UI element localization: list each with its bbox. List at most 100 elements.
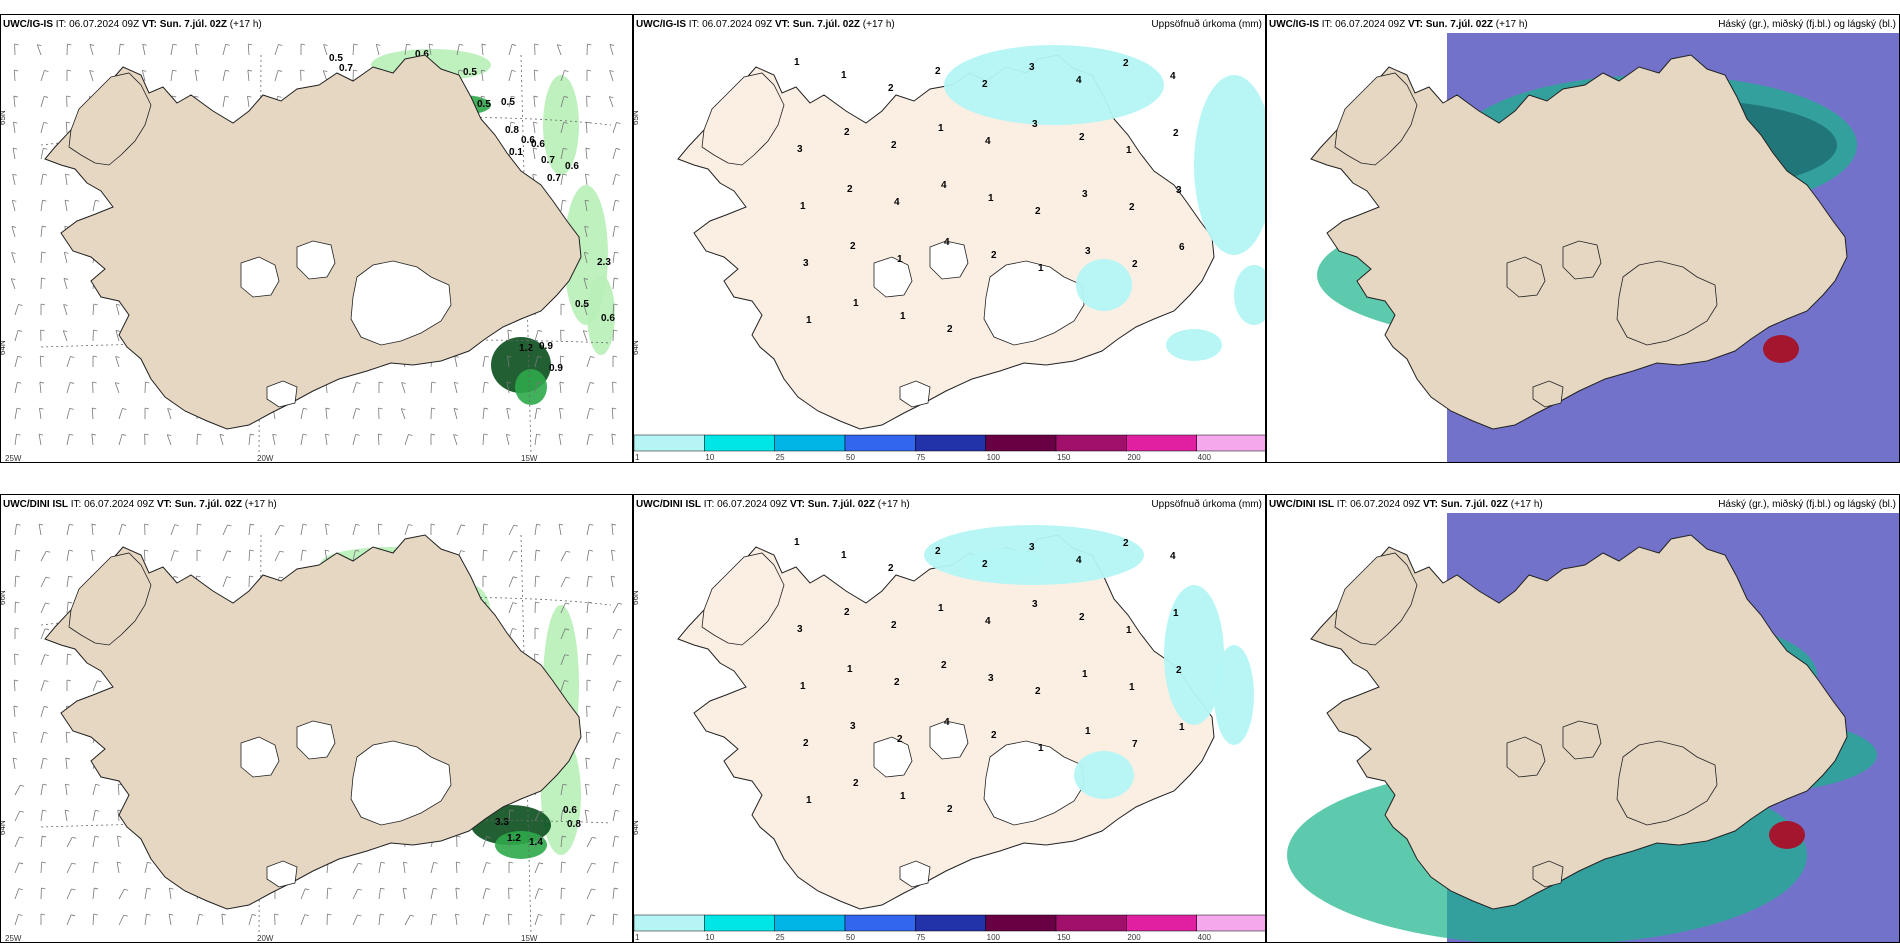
precip-value: 4 <box>1170 71 1176 82</box>
glacier <box>240 256 280 298</box>
glacier <box>240 736 280 778</box>
wind-barb <box>92 913 98 926</box>
precip-value: 3 <box>797 144 803 155</box>
wind-barb <box>508 69 516 82</box>
wind-barb <box>611 407 617 420</box>
precip-value: 1 <box>847 664 853 675</box>
axis-labels: 66N 64N 25W 20W 15W <box>1 590 538 942</box>
wind-barb <box>612 835 620 848</box>
wind-barb <box>274 524 285 536</box>
wind-barb <box>402 887 408 900</box>
glacier <box>1532 380 1564 408</box>
westfjords <box>1334 72 1418 166</box>
panel-title: Uppsöfnuð úrkoma (mm) <box>1151 19 1262 30</box>
wind-barb <box>378 407 383 420</box>
wind-barb <box>40 783 48 796</box>
wind-barb <box>65 783 70 796</box>
wind-barb <box>323 44 328 56</box>
wind-barb <box>352 408 361 420</box>
wind-barb <box>13 95 18 108</box>
wind-barb <box>560 96 569 108</box>
wind-barb <box>586 653 592 666</box>
wind-barb <box>10 278 16 290</box>
wind-barb <box>326 913 332 926</box>
wind-barb <box>219 434 225 446</box>
glacier <box>1562 240 1602 280</box>
wind-barb <box>40 199 47 212</box>
wind-barb <box>40 680 49 692</box>
glacier <box>1562 720 1602 760</box>
wind-barb <box>144 887 152 900</box>
wind-barb <box>455 913 460 926</box>
precip-blob <box>1214 645 1254 745</box>
wind-barb <box>222 524 232 536</box>
wind-barb <box>40 251 46 264</box>
colorbar-swatch <box>985 434 1057 452</box>
precip-value: 4 <box>1170 551 1176 562</box>
wind-barb <box>66 601 73 614</box>
wind-barb <box>194 69 200 82</box>
panel-title: Háský (gr.), miðský (fj.bl.) og lágský (… <box>1718 19 1896 30</box>
wind-barb <box>482 407 489 420</box>
wind-barb <box>92 861 99 874</box>
colorbar-label: 25 <box>776 933 785 942</box>
wind-barb <box>560 913 566 925</box>
wind-barb <box>222 43 230 56</box>
wind-barb <box>222 69 230 82</box>
wind-barb <box>40 329 45 342</box>
wind-barb <box>40 96 49 108</box>
wind-barb <box>560 147 568 160</box>
wind-barb <box>143 549 149 562</box>
wind-barb <box>40 550 51 562</box>
precip-values: 1 1 2 2 2 3 4 2 4 3 2 2 1 4 3 2 1 1 1 1 2 2 3 2 1 1 2 2 3 2 4 2 1 1 7 1 1 2 1 2 <box>794 537 1185 815</box>
wind-barb <box>534 575 540 588</box>
wind-barb <box>63 278 69 290</box>
precip-value: 0.7 <box>547 173 561 184</box>
precip-value: 3 <box>1029 542 1035 553</box>
wind-barb <box>40 706 49 718</box>
wind-barb <box>534 862 544 874</box>
colorbar-label: 100 <box>987 933 1001 942</box>
wind-barb <box>534 627 540 639</box>
wind-barb <box>40 602 50 614</box>
colorbar-swatch <box>844 914 916 932</box>
precip-blob <box>1234 265 1265 325</box>
wind-barb <box>92 329 98 342</box>
colorbar-label: 1 <box>635 933 640 942</box>
precip-value: 3 <box>1082 189 1088 200</box>
wind-barb <box>91 407 97 420</box>
precip-value: 0.6 <box>565 161 579 172</box>
wind-barb <box>63 251 69 264</box>
wind-barb <box>609 70 614 82</box>
wind-barb <box>352 43 358 56</box>
precip-value: 2 <box>982 79 988 90</box>
colorbar-label: 200 <box>1127 453 1141 462</box>
wind-barb <box>14 523 21 536</box>
red-cloud-blob <box>1763 335 1799 363</box>
precip-value: 0.6 <box>521 135 535 146</box>
wind-barb <box>14 810 24 822</box>
colorbar-label: 50 <box>846 453 855 462</box>
wind-barb <box>560 680 569 692</box>
precip-value: 0.1 <box>509 147 523 158</box>
wind-barb <box>560 654 569 666</box>
colorbar-swatch <box>915 914 986 932</box>
glacier <box>296 720 336 760</box>
wind-barb <box>66 382 75 394</box>
wind-barb <box>300 43 306 55</box>
wind-barb <box>430 887 438 900</box>
wind-barb <box>611 523 616 536</box>
wind-barb <box>11 226 17 238</box>
wind-barb <box>300 914 309 926</box>
colorbar-label: 200 <box>1127 933 1141 942</box>
colorbar-swatch <box>915 434 986 452</box>
wind-barb <box>586 836 597 848</box>
wind-barb <box>584 225 589 238</box>
wind-barb <box>40 147 48 160</box>
wind-barb <box>377 523 383 536</box>
wind-barb <box>12 173 17 186</box>
map-panel-bottom-left: UWC/DINI ISL IT: 06.07.2024 09Z VT: Sun.… <box>0 494 633 943</box>
wind-barb <box>508 835 514 848</box>
wind-barb <box>40 809 47 822</box>
precip-blob <box>1164 585 1224 725</box>
